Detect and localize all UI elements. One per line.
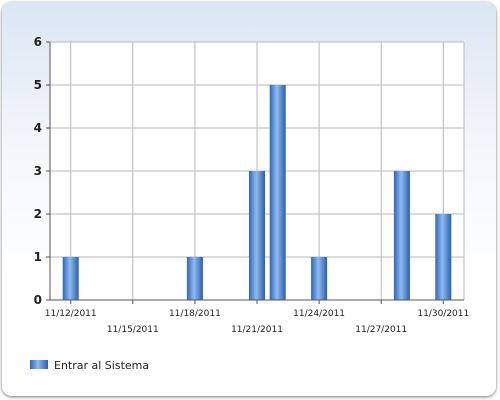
bar [186,257,203,300]
y-tick-label: 1 [34,250,42,264]
legend-swatch [30,360,48,369]
x-tick-label: 11/21/2011 [231,325,283,335]
y-tick-label: 3 [34,164,42,178]
y-tick-label: 6 [34,35,42,49]
bar [269,85,286,300]
y-tick-label: 5 [34,78,42,92]
bar [311,257,328,300]
x-tick-label: 11/15/2011 [107,325,159,335]
y-tick-label: 4 [34,121,42,135]
legend-label: Entrar al Sistema [54,359,149,372]
x-tick-label: 11/30/2011 [417,309,469,319]
y-tick-label: 0 [34,293,42,307]
legend: Entrar al Sistema [30,359,149,372]
y-tick-label: 2 [34,207,42,221]
bar [435,214,452,300]
y-axis-ticks: 0 1 2 3 4 5 6 [34,35,50,307]
x-tick-label: 11/18/2011 [169,309,221,319]
x-tick-label: 11/27/2011 [355,325,407,335]
bars [62,85,452,300]
bar [62,257,79,300]
x-tick-label: 11/24/2011 [293,309,345,319]
bar [393,171,410,300]
x-tick-label: 11/12/2011 [45,309,97,319]
bar [249,171,265,300]
x-axis-ticks: 11/12/2011 11/15/2011 11/18/2011 11/21/2011… [45,300,469,335]
